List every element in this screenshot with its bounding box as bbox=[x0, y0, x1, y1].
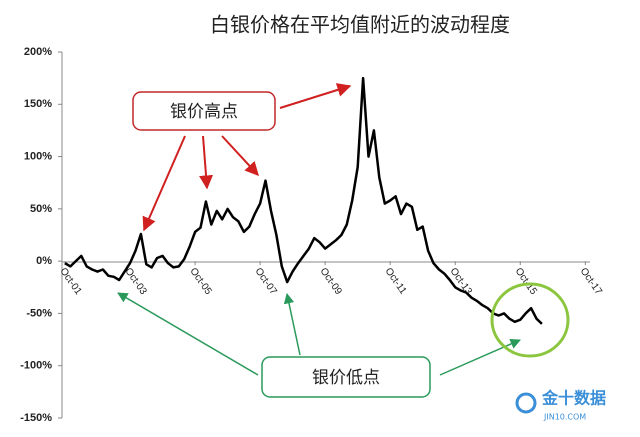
x-tick-label: Oct-01 bbox=[57, 266, 83, 297]
x-tick-label: Oct-15 bbox=[513, 266, 539, 297]
y-tick-label: 150% bbox=[24, 98, 52, 110]
y-tick-label: -150% bbox=[20, 412, 52, 424]
y-tick-label: -50% bbox=[26, 307, 52, 319]
x-tick-label: Oct-09 bbox=[318, 266, 344, 297]
green-arrows bbox=[117, 292, 521, 376]
x-tick-label: Oct-11 bbox=[383, 266, 409, 297]
y-tick-label: 50% bbox=[30, 203, 52, 215]
line bbox=[64, 76, 543, 325]
low-box bbox=[261, 356, 431, 398]
logo bbox=[515, 392, 537, 414]
x-tick-label: Oct-07 bbox=[252, 266, 278, 297]
annotation: 银价低点 bbox=[312, 368, 380, 388]
x-tick-label: Oct-05 bbox=[187, 266, 213, 297]
annotation: 银价高点 bbox=[170, 102, 238, 122]
arrow bbox=[439, 338, 521, 376]
arrow bbox=[283, 292, 301, 356]
y-tick-label: 200% bbox=[24, 46, 52, 58]
watermark-text: 金十数据 bbox=[541, 389, 606, 408]
x-tick-label: Oct-17 bbox=[578, 266, 604, 297]
chart-title: 白银价格在平均值附近的波动程度 bbox=[210, 13, 510, 37]
highlight-circle bbox=[490, 282, 570, 358]
red-arrows bbox=[142, 83, 352, 232]
y-tick-label: 100% bbox=[24, 150, 52, 162]
watermark: 金十数据 JIN10.COM bbox=[515, 389, 606, 422]
y-tick-label: -100% bbox=[20, 360, 52, 372]
high-box bbox=[132, 91, 276, 131]
watermark-url: JIN10.COM bbox=[543, 413, 586, 422]
arrow bbox=[279, 83, 352, 109]
arrow bbox=[199, 135, 214, 190]
arrow bbox=[117, 292, 259, 376]
arrow bbox=[221, 135, 259, 177]
y-tick-label: 0% bbox=[36, 255, 52, 267]
annotations: 银价高点 银价低点 bbox=[117, 83, 570, 398]
arrow bbox=[142, 135, 186, 232]
